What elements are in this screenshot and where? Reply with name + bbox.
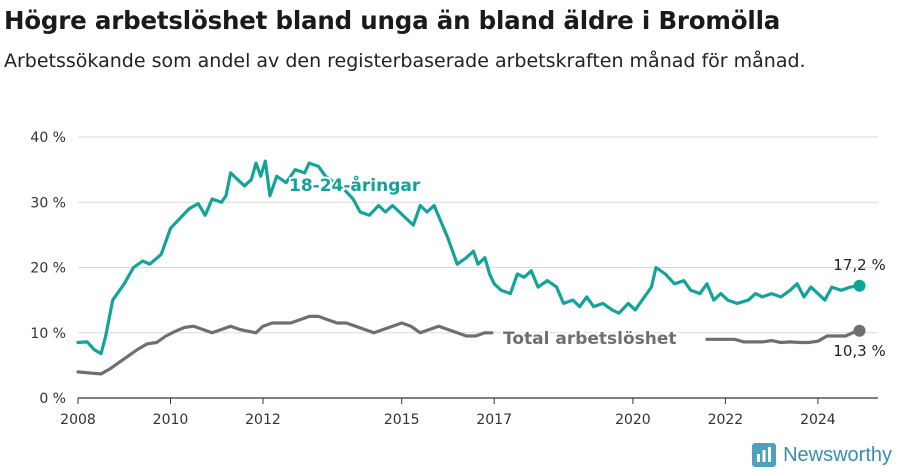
series-label-total: Total arbetslöshet <box>503 329 677 349</box>
x-tick-label: 2010 <box>153 412 189 428</box>
y-tick-label: 10 % <box>30 326 66 342</box>
series-line-youth <box>76 159 862 356</box>
x-axis: 2008 2010 2012 2015 2017 2020 2022 2024 <box>60 398 836 428</box>
end-point-youth <box>853 279 866 292</box>
x-tick-label: 2020 <box>615 412 651 428</box>
y-axis-tick-labels: 0 % 10 % 20 % 30 % 40 % <box>30 130 66 407</box>
end-label-total: 10,3 % <box>833 342 885 360</box>
end-point-total <box>853 324 866 337</box>
y-tick-label: 40 % <box>30 130 66 146</box>
x-tick-label: 2012 <box>245 412 281 428</box>
chart-title: Högre arbetslöshet bland unga än bland ä… <box>4 6 781 35</box>
newsworthy-logo: Newsworthy <box>751 442 892 468</box>
series-line-total-continued <box>705 329 862 345</box>
y-tick-label: 30 % <box>30 195 66 211</box>
x-tick-label: 2008 <box>60 412 96 428</box>
end-label-youth: 17,2 % <box>833 256 885 274</box>
series-line-total <box>76 314 494 376</box>
y-tick-label: 20 % <box>30 261 66 277</box>
newsworthy-logo-icon <box>752 443 777 467</box>
x-tick-label: 2024 <box>800 412 836 428</box>
chart-subtitle: Arbetssökande som andel av den registerb… <box>4 50 806 72</box>
x-tick-label: 2015 <box>384 412 420 428</box>
series-label-youth: 18-24-åringar <box>289 174 421 196</box>
x-tick-label: 2017 <box>476 412 512 428</box>
x-tick-label: 2022 <box>708 412 744 428</box>
y-tick-label: 0 % <box>39 391 66 407</box>
series-lines <box>76 159 862 376</box>
gridlines <box>78 136 878 399</box>
series-labels: 17,2 % 10,3 % 18-24-åringar Total arbetslös… <box>287 172 886 360</box>
logo-text: Newsworthy <box>783 443 892 466</box>
